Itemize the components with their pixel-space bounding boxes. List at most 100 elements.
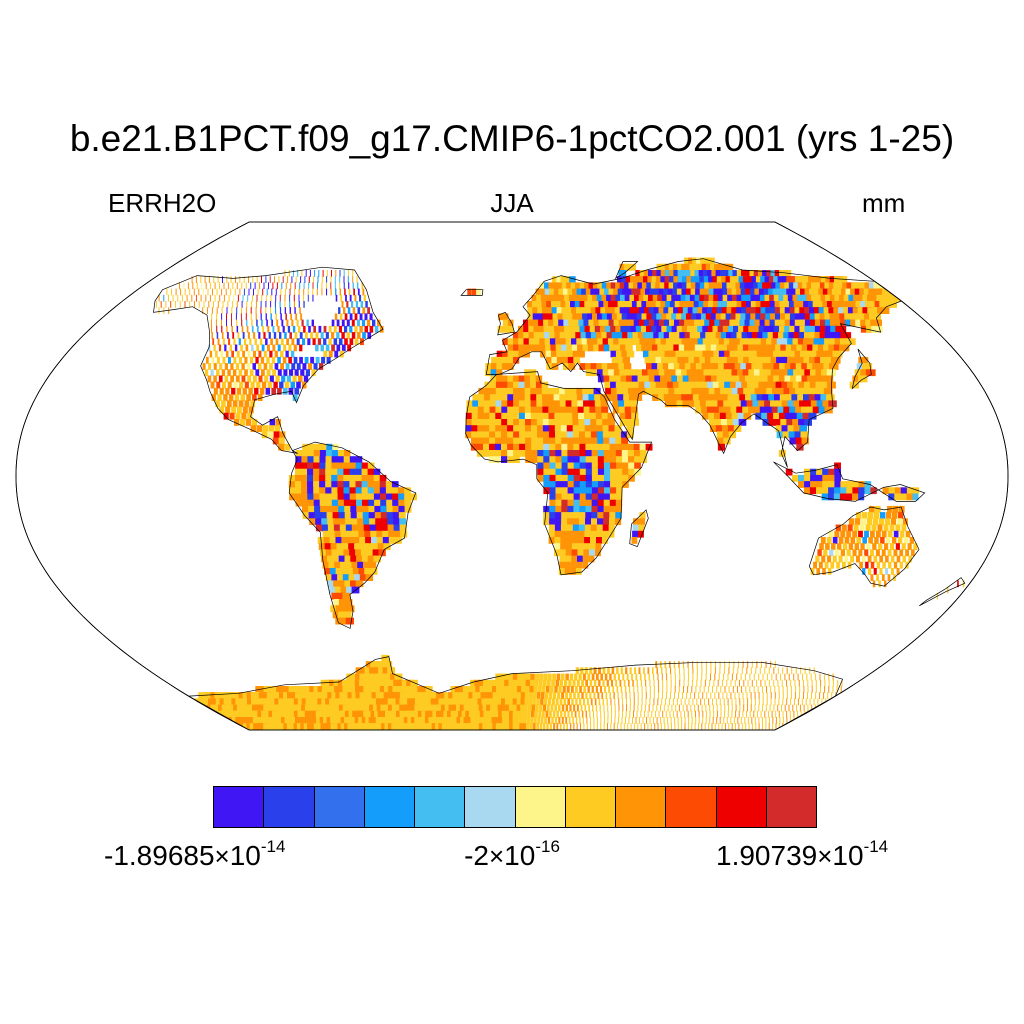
- land-cell: [338, 599, 347, 606]
- land-cell: [260, 313, 262, 321]
- land-cell: [747, 704, 748, 712]
- land-cell: [213, 375, 217, 383]
- land-cell: [465, 431, 472, 439]
- land-cell: [702, 710, 704, 718]
- land-cell: [301, 499, 309, 507]
- land-cell: [564, 332, 572, 339]
- land-cell: [591, 481, 599, 488]
- land-cell: [537, 474, 545, 482]
- land-cell: [585, 692, 588, 699]
- land-cell: [251, 301, 253, 308]
- land-cell: [374, 499, 381, 507]
- land-cell: [229, 344, 232, 352]
- land-cell: [615, 512, 622, 519]
- land-cell: [350, 555, 358, 563]
- land-cell: [246, 319, 248, 327]
- land-cell: [569, 692, 572, 699]
- land-cell: [375, 518, 383, 526]
- land-cell: [813, 561, 817, 569]
- land-cell: [561, 487, 569, 495]
- land-cell: [490, 387, 497, 395]
- land-cell: [454, 710, 461, 718]
- land-cell: [214, 282, 216, 290]
- land-cell: [811, 686, 813, 693]
- land-cell: [653, 717, 654, 724]
- land-cell: [345, 294, 347, 302]
- land-cell: [596, 537, 602, 544]
- land-cell: [657, 294, 666, 302]
- land-cell: [809, 332, 820, 339]
- land-cell: [536, 425, 544, 432]
- land-cell: [816, 468, 823, 476]
- land-cell: [752, 332, 762, 339]
- land-cell: [758, 381, 767, 389]
- land-cell: [231, 319, 232, 327]
- land-cell: [756, 375, 765, 383]
- land-cell: [593, 717, 595, 724]
- land-cell: [591, 505, 598, 513]
- land-cell: [552, 313, 559, 321]
- land-cell: [775, 344, 785, 352]
- land-cell: [604, 288, 612, 296]
- land-cell: [461, 710, 468, 718]
- land-cell: [730, 406, 739, 414]
- land-cell: [641, 369, 650, 377]
- land-cell: [394, 673, 403, 681]
- land-cell: [592, 704, 594, 712]
- land-cell: [243, 276, 245, 283]
- land-cell: [575, 717, 578, 724]
- land-cell: [810, 673, 812, 681]
- land-cell: [682, 704, 684, 712]
- land-cell: [219, 387, 224, 395]
- land-cell: [624, 400, 632, 408]
- land-cell: [749, 387, 758, 395]
- land-cell: [484, 381, 491, 389]
- land-cell: [832, 350, 843, 358]
- land-cell: [230, 375, 234, 383]
- land-cell: [542, 425, 550, 432]
- land-cell: [343, 462, 350, 470]
- land-cell: [820, 537, 826, 544]
- land-cell: [862, 363, 873, 370]
- land-cell: [728, 723, 730, 730]
- land-cell: [675, 350, 684, 358]
- land-cell: [504, 686, 510, 693]
- land-cell: [716, 431, 724, 439]
- land-cell: [581, 692, 584, 699]
- land-cell: [572, 288, 579, 296]
- land-cell: [222, 381, 226, 389]
- land-cell: [712, 325, 722, 333]
- land-cell: [559, 723, 562, 730]
- land-cell: [567, 710, 570, 718]
- land-cell: [884, 580, 887, 588]
- land-cell: [629, 394, 637, 401]
- land-cell: [490, 369, 497, 377]
- land-cell: [325, 481, 332, 488]
- land-cell: [493, 704, 499, 712]
- land-cell: [821, 555, 826, 563]
- land-cell: [256, 276, 258, 283]
- land-cell: [601, 313, 610, 321]
- land-cell: [795, 667, 797, 675]
- land-cell: [637, 686, 639, 693]
- land-cell: [295, 313, 298, 321]
- land-cell: [326, 443, 333, 451]
- land-cell: [341, 301, 344, 308]
- land-cell: [359, 313, 363, 321]
- land-cell: [228, 356, 231, 364]
- land-cell: [329, 568, 338, 575]
- land-cell: [737, 667, 739, 675]
- land-cell: [831, 692, 833, 699]
- land-cell: [797, 673, 799, 681]
- land-cell: [807, 679, 809, 687]
- land-cell: [284, 443, 291, 451]
- land-cell: [519, 717, 524, 724]
- land-cell: [560, 543, 567, 550]
- land-cell: [684, 319, 693, 327]
- land-cell: [656, 704, 658, 712]
- land-cell: [355, 301, 359, 308]
- land-cell: [539, 344, 547, 352]
- land-cell: [355, 456, 363, 463]
- land-cell: [700, 332, 709, 339]
- land-cell: [834, 481, 841, 488]
